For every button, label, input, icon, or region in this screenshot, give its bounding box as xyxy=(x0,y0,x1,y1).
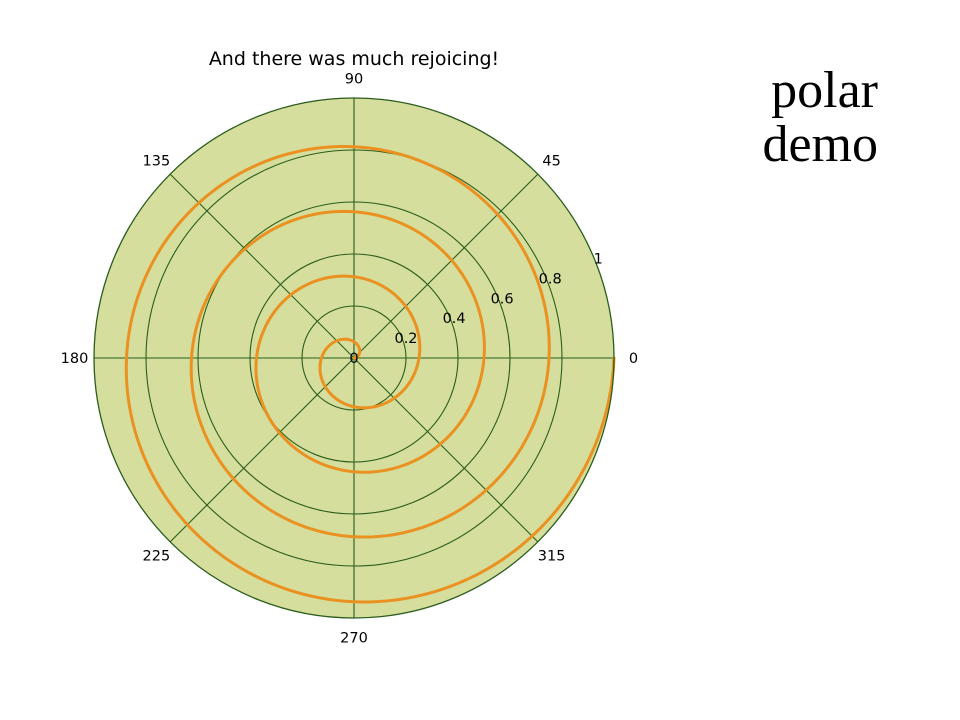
angle-tick-label-135: 135 xyxy=(143,153,171,169)
angle-tick-label-225: 225 xyxy=(143,549,171,565)
side-label-line-2: demo xyxy=(762,116,878,173)
grid-layer xyxy=(94,98,614,618)
radial-tick-label-0.4: 0.4 xyxy=(443,311,466,327)
angular-gridline-315 xyxy=(353,357,539,543)
chart-title: And there was much rejoicing! xyxy=(209,48,499,70)
origin-tick-label: 0 xyxy=(349,351,358,367)
angular-gridline-225 xyxy=(169,357,355,543)
radial-tick-label-0.2: 0.2 xyxy=(394,331,417,347)
tick-label-layer: 0 45 90 135 180 225 270 315 0.2 0.4 0.6 0.8 1 0 xyxy=(61,72,638,647)
spiral-series-line-0 xyxy=(124,145,616,604)
angle-tick-label-90: 90 xyxy=(345,72,363,88)
angular-gridline-135 xyxy=(169,173,355,359)
radial-tick-label-1: 1 xyxy=(594,252,603,268)
side-label-line-1: polar xyxy=(771,62,878,119)
angle-tick-label-45: 45 xyxy=(542,153,560,169)
angular-gridline-45 xyxy=(353,173,539,359)
radial-tick-label-0.8: 0.8 xyxy=(539,271,562,287)
series-layer xyxy=(124,145,616,604)
angle-tick-label-270: 270 xyxy=(340,631,368,647)
polar-axes-border xyxy=(93,97,615,619)
angle-tick-label-180: 180 xyxy=(61,351,89,367)
angle-tick-label-0: 0 xyxy=(629,351,638,367)
radial-tick-label-0.6: 0.6 xyxy=(491,291,514,307)
angle-tick-label-315: 315 xyxy=(538,549,566,565)
side-label: polar demo xyxy=(718,64,878,172)
